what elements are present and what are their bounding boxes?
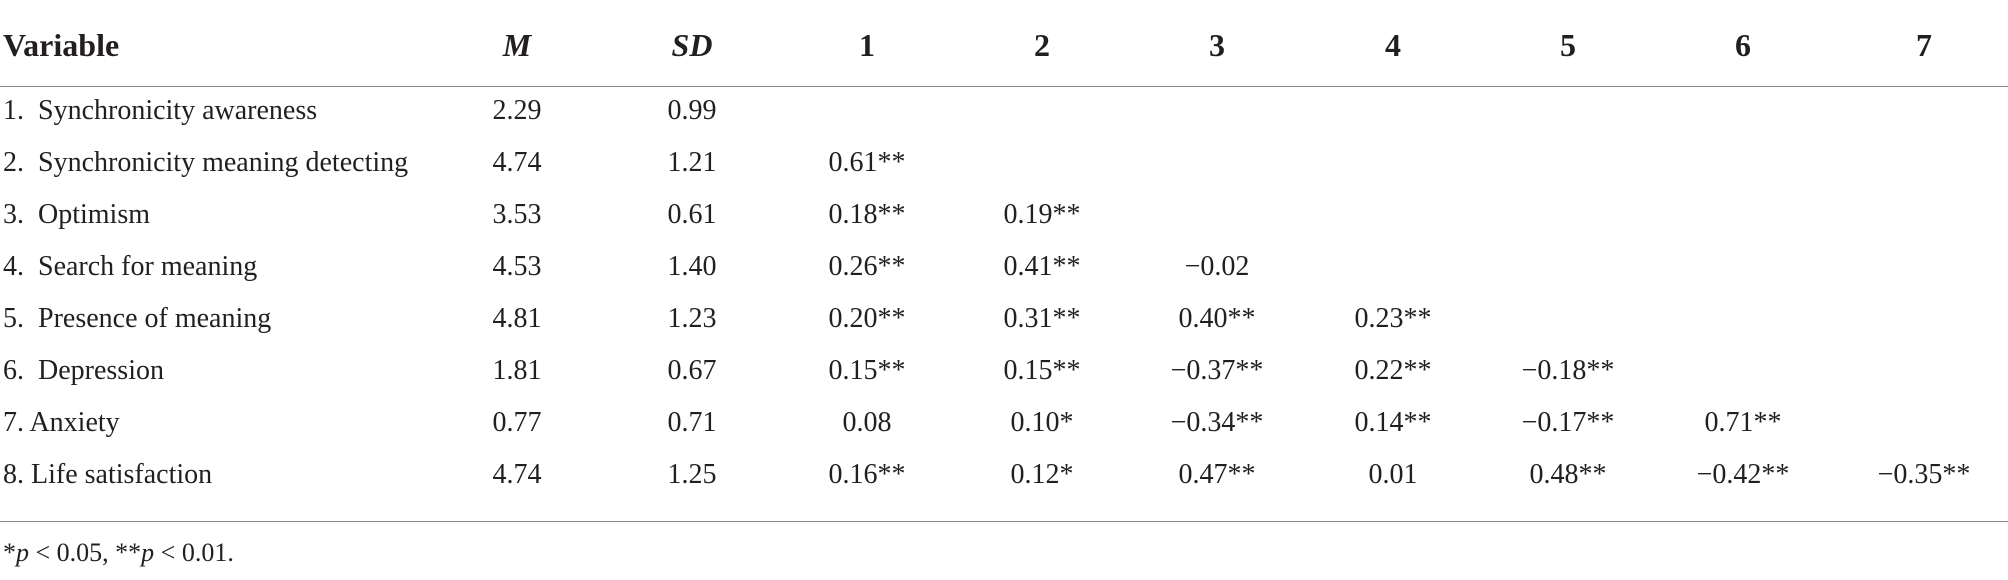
table-cell: 0.71 — [667, 407, 717, 438]
column-header: 7 — [1916, 27, 1932, 63]
table-cell: 0.40** — [1178, 303, 1256, 334]
table-cell: 0.15** — [1003, 355, 1081, 386]
table-cell: 0.22** — [1354, 355, 1432, 386]
table-cell: 0.20** — [828, 303, 906, 334]
table-note: *p < 0.05, **p < 0.01. — [3, 536, 234, 570]
column-header: Variable — [3, 27, 120, 63]
table-cell: −0.34** — [1170, 407, 1264, 438]
note-text: < 0.05, ** — [29, 538, 142, 567]
table-cell: 3.53 — [492, 199, 542, 230]
column-header: 2 — [1034, 27, 1050, 63]
table-cell: 0.48** — [1529, 459, 1607, 490]
row-label: 7. Anxiety — [3, 407, 120, 438]
table-cell: −0.02 — [1184, 251, 1250, 282]
table-cell: 0.16** — [828, 459, 906, 490]
table-cell: 4.74 — [492, 459, 542, 490]
note-text: p — [16, 538, 29, 567]
table-cell: −0.42** — [1696, 459, 1790, 490]
table-cell: 0.15** — [828, 355, 906, 386]
table-cell: 0.10* — [1010, 407, 1074, 438]
table-cell: 4.53 — [492, 251, 542, 282]
table-cell: 2.29 — [492, 95, 542, 126]
column-header: 6 — [1735, 27, 1751, 63]
row-label: 2. Synchronicity meaning detecting — [3, 147, 409, 178]
column-header: SD — [671, 27, 713, 63]
table-cell: 0.31** — [1003, 303, 1081, 334]
table-cell: 1.40 — [667, 251, 717, 282]
table-cell: 0.67 — [667, 355, 717, 386]
row-label: 8. Life satisfaction — [3, 459, 213, 490]
table-cell: 0.18** — [828, 199, 906, 230]
table-cell: 1.23 — [667, 303, 717, 334]
table-cell: 0.23** — [1354, 303, 1432, 334]
table-cell: 4.74 — [492, 147, 542, 178]
table-cell: 1.81 — [492, 355, 542, 386]
table-cell: 1.21 — [667, 147, 717, 178]
table-cell: −0.18** — [1521, 355, 1615, 386]
note-text: < 0.01. — [154, 538, 234, 567]
table-cell: 0.77 — [492, 407, 542, 438]
row-label: 3. Optimism — [3, 199, 151, 230]
table-cell: 1.25 — [667, 459, 717, 490]
table-cell: 0.14** — [1354, 407, 1432, 438]
header-rule — [0, 86, 2008, 87]
table-cell: 0.01 — [1368, 459, 1418, 490]
table-cell: 4.81 — [492, 303, 542, 334]
column-header: 3 — [1209, 27, 1225, 63]
table-cell: −0.37** — [1170, 355, 1264, 386]
column-header: 5 — [1560, 27, 1576, 63]
row-label: 4. Search for meaning — [3, 251, 258, 282]
table-cell: 0.47** — [1178, 459, 1256, 490]
table-cell: 0.71** — [1704, 407, 1782, 438]
table-cell: 0.41** — [1003, 251, 1081, 282]
row-label: 1. Synchronicity awareness — [3, 95, 318, 126]
table-cell: 0.61 — [667, 199, 717, 230]
table-cell: 0.99 — [667, 95, 717, 126]
table-cell: −0.17** — [1521, 407, 1615, 438]
table-cell: 0.19** — [1003, 199, 1081, 230]
column-header: M — [502, 27, 532, 63]
table-cell: 0.61** — [828, 147, 906, 178]
note-text: p — [141, 538, 155, 567]
column-header: 1 — [859, 27, 875, 63]
column-header: 4 — [1385, 27, 1401, 63]
table-cell: −0.35** — [1877, 459, 1971, 490]
note-text: * — [3, 538, 16, 567]
table-cell: 0.08 — [842, 407, 892, 438]
table-cell: 0.26** — [828, 251, 906, 282]
table-cell: 0.12* — [1010, 459, 1074, 490]
row-label: 6. Depression — [3, 355, 164, 386]
row-label: 5. Presence of meaning — [3, 303, 272, 334]
bottom-rule — [0, 521, 2008, 522]
